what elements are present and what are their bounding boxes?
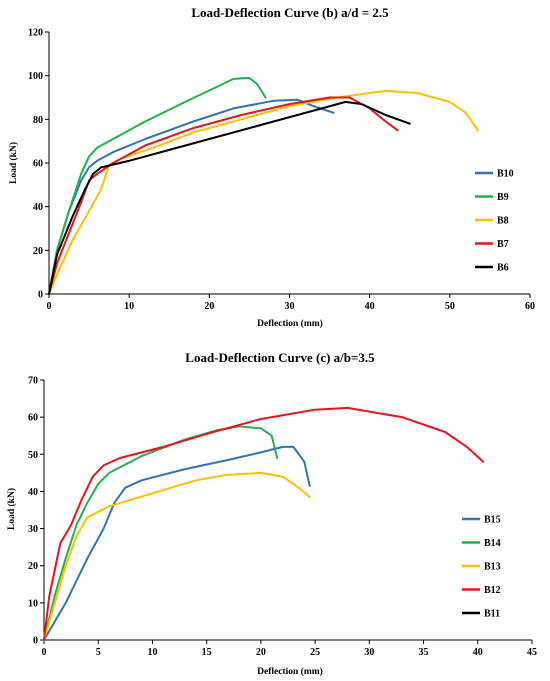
y-axis-label: Load (kN) (6, 488, 17, 530)
y-tick-label: 20 (33, 246, 43, 257)
legend-label-b6: B6 (497, 263, 509, 274)
y-tick-label: 70 (28, 376, 38, 387)
series-line-b9 (48, 76, 267, 295)
series-line-b7 (48, 96, 399, 295)
chart-c: Load-Deflection Curve (c) a/b=3.5 Deflec… (6, 350, 537, 677)
y-tick-label: 20 (28, 561, 38, 572)
y-tick-label: 80 (33, 115, 43, 126)
legend-label-b11: B11 (484, 609, 500, 620)
chart-b: Load-Deflection Curve (b) a/d = 2.5 Defl… (8, 5, 535, 329)
x-tick-label: 40 (473, 647, 483, 658)
y-tick-label: 30 (28, 524, 38, 535)
series-line-b12 (43, 406, 485, 641)
series-line-b14 (43, 425, 279, 641)
x-tick-label: 25 (310, 647, 320, 658)
legend-label-b7: B7 (497, 239, 509, 250)
x-tick-label: 30 (285, 301, 295, 312)
y-tick-label: 120 (28, 28, 43, 39)
x-tick-label: 10 (124, 301, 134, 312)
legend-label-b13: B13 (484, 562, 501, 573)
y-tick-label: 60 (33, 159, 43, 170)
y-tick-label: 0 (38, 290, 43, 301)
axes: 0 10 20 30 40 50 60 0 20 40 60 80 100 120 (28, 28, 535, 313)
legend-label-b10: B10 (497, 169, 514, 180)
series-group (48, 76, 479, 295)
series-line-b13 (43, 471, 311, 641)
chart-title: Load-Deflection Curve (b) a/d = 2.5 (191, 5, 389, 20)
x-axis-label: Deflection (mm) (257, 318, 323, 329)
chart-title: Load-Deflection Curve (c) a/b=3.5 (185, 350, 375, 365)
x-tick-label: 45 (527, 647, 537, 658)
y-tick-label: 100 (28, 71, 43, 82)
x-tick-label: 30 (364, 647, 374, 658)
x-tick-label: 50 (445, 301, 455, 312)
x-tick-label: 0 (47, 301, 52, 312)
x-tick-label: 10 (147, 647, 157, 658)
y-tick-label: 0 (33, 636, 38, 647)
x-tick-label: 20 (256, 647, 266, 658)
y-axis-label: Load (kN) (8, 142, 19, 184)
x-tick-label: 35 (419, 647, 429, 658)
x-tick-label: 5 (96, 647, 101, 658)
x-tick-label: 0 (42, 647, 47, 658)
y-tick-label: 40 (28, 487, 38, 498)
x-axis-label: Deflection (mm) (257, 666, 323, 677)
x-tick-label: 15 (202, 647, 212, 658)
series-line-b8 (48, 89, 479, 295)
x-tick-label: 20 (204, 301, 214, 312)
legend-label-b8: B8 (497, 216, 509, 227)
axes: 0 5 10 15 20 25 30 35 40 45 0 10 20 30 40 50 60 70 (28, 376, 537, 659)
y-tick-label: 50 (28, 450, 38, 461)
legend-label-b15: B15 (484, 515, 501, 526)
y-tick-label: 10 (28, 598, 38, 609)
series-line-b6 (48, 100, 411, 295)
y-tick-label: 40 (33, 202, 43, 213)
series-line-b15 (43, 445, 311, 641)
x-tick-label: 60 (525, 301, 535, 312)
legend-label-b12: B12 (484, 585, 501, 596)
legend: B10 B9 B8 B7 B6 (475, 169, 514, 274)
y-tick-label: 60 (28, 413, 38, 424)
legend-label-b14: B14 (484, 538, 501, 549)
legend-label-b9: B9 (497, 192, 509, 203)
legend: B15 B14 B13 B12 B11 (462, 515, 501, 620)
series-group (43, 406, 485, 641)
x-tick-label: 40 (365, 301, 375, 312)
